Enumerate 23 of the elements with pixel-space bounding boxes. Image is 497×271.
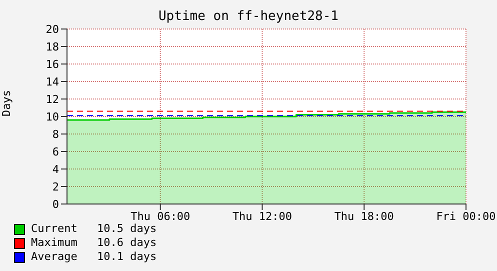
y-tick-label: 6 (52, 145, 59, 158)
chart-title: Uptime on ff-heynet28-1 (157, 9, 340, 24)
y-tick-label: 8 (52, 128, 59, 141)
x-tick-label: Thu 18:00 (334, 210, 394, 223)
y-tick-label: 10 (46, 110, 59, 124)
x-tick-label: Thu 12:00 (232, 210, 292, 223)
y-tick-label: 18 (46, 40, 59, 54)
text: 10.1 days (97, 250, 157, 264)
legend-label: Average (31, 250, 78, 264)
x-tick-label: Fri 00:00 (436, 210, 496, 223)
text: 10.5 days (97, 222, 157, 236)
y-tick-label: 12 (46, 92, 59, 106)
x-tick-label: Thu 06:00 (130, 210, 190, 223)
legend-label: Maximum (31, 236, 78, 250)
y-axis-title: Days (0, 90, 13, 116)
legend-label: Current (31, 222, 78, 236)
y-tick-label: 4 (52, 162, 60, 176)
y-tick-label: 2 (52, 180, 59, 194)
text: 10.6 days (97, 236, 157, 250)
y-tick-label: 20 (46, 22, 59, 36)
y-tick-label: 14 (46, 75, 60, 88)
y-tick-label: 0 (52, 198, 59, 211)
y-tick-label: 16 (46, 58, 59, 71)
